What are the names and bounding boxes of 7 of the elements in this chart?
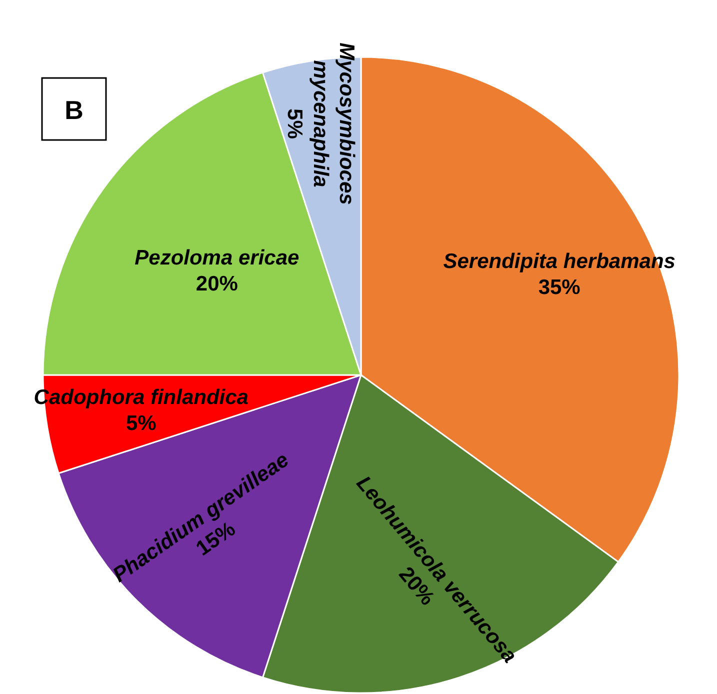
data-label: 5% bbox=[283, 108, 306, 140]
data-label: 35% bbox=[538, 276, 581, 299]
slice-label: Pezoloma ericae bbox=[134, 246, 300, 270]
data-label: 20% bbox=[196, 272, 238, 296]
slice-label: Mycosymbioces mycenaphila bbox=[309, 42, 358, 205]
text: B bbox=[64, 95, 84, 125]
data-label: 5% bbox=[126, 412, 157, 435]
